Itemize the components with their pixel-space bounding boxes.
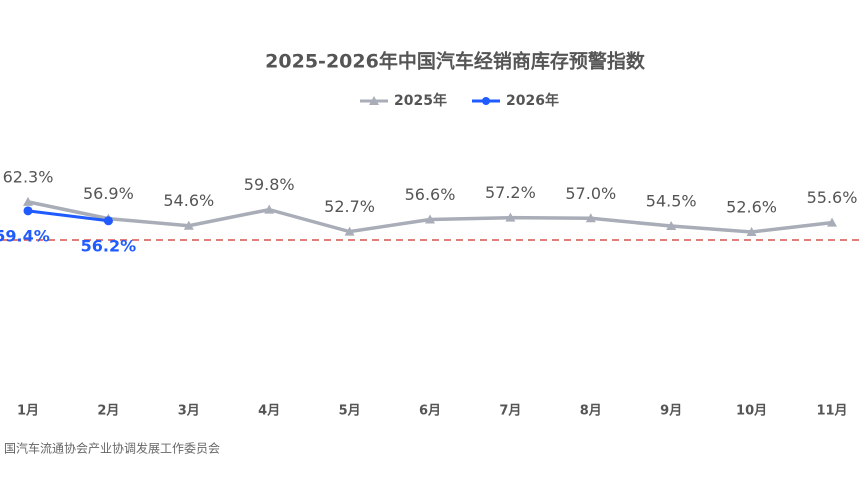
point [344, 226, 355, 236]
series-line [27, 209, 109, 223]
data-label: 57.2% [485, 183, 536, 202]
data-label: 52.7% [324, 197, 375, 216]
x-tick-label: 10月 [736, 404, 767, 419]
x-tick-label: 5月 [339, 404, 361, 419]
data-label: 62.3% [3, 167, 54, 186]
data-label: 57.0% [565, 184, 616, 203]
x-tick-label: 11月 [816, 404, 847, 419]
point [23, 206, 33, 216]
data-label: 54.5% [646, 192, 697, 211]
point [746, 226, 757, 236]
x-tick-label: 6月 [419, 404, 441, 419]
data-label: 56.9% [83, 184, 134, 203]
chart-title: 2025-2026年中国汽车经销商库存预警指数 [265, 50, 646, 73]
legend-marker [369, 96, 379, 105]
data-label: 55.6% [807, 188, 858, 207]
x-tick-label: 2月 [97, 404, 119, 419]
point [264, 204, 275, 214]
x-tick-label: 8月 [580, 404, 602, 419]
point [585, 213, 596, 223]
point [183, 220, 194, 230]
point [827, 217, 837, 227]
x-tick-label: 9月 [660, 404, 682, 419]
point [666, 221, 677, 231]
point [103, 216, 113, 226]
data-label: 56.2% [81, 236, 137, 255]
source: 国汽车流通协会产业协调发展工作委员会 [4, 441, 220, 456]
point [23, 196, 33, 206]
legend-label: 2026年 [506, 92, 559, 109]
legend-marker [482, 97, 490, 105]
data-label: 59.4% [0, 226, 50, 245]
point [505, 212, 516, 222]
x-tick-label: 7月 [499, 404, 521, 419]
legend-label: 2025年 [394, 92, 447, 109]
point [425, 214, 435, 224]
x-tick-label: 3月 [178, 404, 200, 419]
data-label: 52.6% [726, 197, 777, 216]
data-label: 56.6% [405, 185, 456, 204]
x-tick-label: 4月 [258, 404, 280, 419]
x-tick-label: 1月 [17, 404, 39, 419]
data-label: 59.8% [244, 175, 295, 194]
data-label: 54.6% [163, 191, 214, 210]
